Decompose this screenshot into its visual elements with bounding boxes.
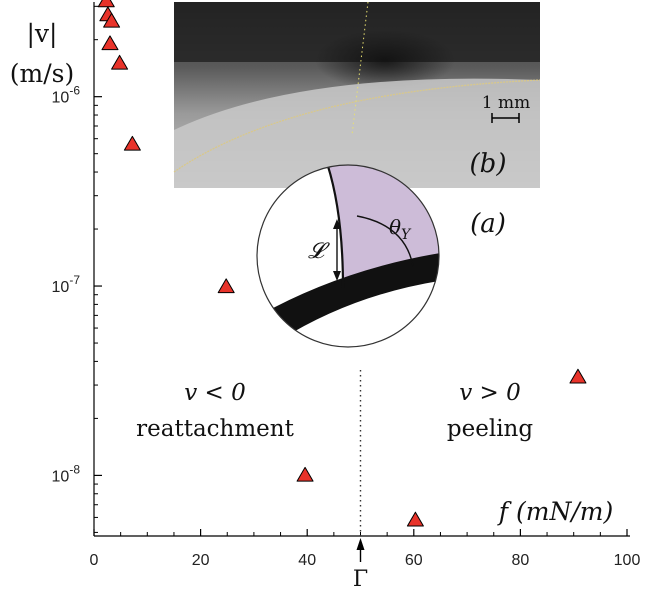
theta-arc xyxy=(356,215,414,267)
data-points xyxy=(97,0,587,527)
right-annotation-line2: peeling xyxy=(447,416,533,442)
threshold: Γ xyxy=(353,370,368,591)
data-point-triangle xyxy=(406,511,424,527)
x-tick-label: 80 xyxy=(512,552,530,569)
scale-bar-label: 1 mm xyxy=(482,93,530,113)
left-annotation-line2: reattachment xyxy=(136,416,294,442)
right-annotation-line1: v > 0 xyxy=(459,380,521,406)
left-annotation-line1: v < 0 xyxy=(184,380,246,406)
x-tick-label: 100 xyxy=(614,552,641,569)
threshold-arrow-head xyxy=(356,538,365,550)
axes: 0 20 40 60 80 100 10-8 10-7 10-6 xyxy=(52,2,641,569)
diagram-inset-label: (a) xyxy=(470,209,506,239)
y-tick-label: 10-6 xyxy=(52,84,81,107)
annotations: v < 0 reattachment v > 0 peeling xyxy=(136,380,533,442)
y-axis-label-line2: (m/s) xyxy=(10,59,74,88)
peel-front-line xyxy=(173,79,541,173)
data-point-triangle xyxy=(217,278,235,294)
data-point-triangle xyxy=(296,466,314,482)
substrate-band xyxy=(260,250,439,340)
y-axis-label-line1: |v| xyxy=(27,19,58,49)
data-point-triangle xyxy=(103,12,121,28)
y-tick-label: 10-7 xyxy=(52,273,81,296)
x-tick-label: 60 xyxy=(405,552,423,569)
threshold-label: Γ xyxy=(353,567,368,591)
theta-label: θY xyxy=(389,215,412,243)
x-tick-label: 0 xyxy=(90,552,99,569)
data-point-triangle xyxy=(101,35,119,51)
y-ticks: 10-8 10-7 10-6 xyxy=(52,5,102,533)
x-tick-label: 40 xyxy=(298,552,316,569)
photo-inset: 1 mm (b) xyxy=(173,1,541,188)
data-point-triangle xyxy=(111,54,129,70)
x-tick-label: 20 xyxy=(192,552,210,569)
x-ticks: 0 20 40 60 80 100 xyxy=(90,529,641,569)
photo-inset-label: (b) xyxy=(470,149,507,179)
y-tick-label: 10-8 xyxy=(52,462,81,485)
x-axis-label: f (mN/m) xyxy=(497,497,613,526)
data-point-triangle xyxy=(123,135,141,151)
data-point-triangle xyxy=(97,0,115,8)
interface-curve xyxy=(324,165,345,289)
data-point-triangle xyxy=(569,368,587,384)
